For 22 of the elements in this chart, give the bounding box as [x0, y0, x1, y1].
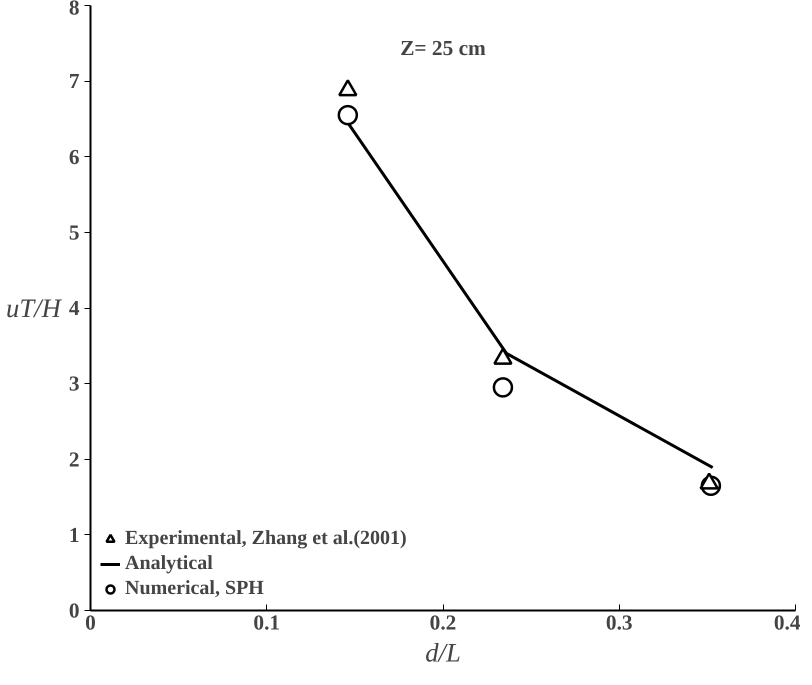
point [493, 348, 513, 365]
y-tick-label: 5 [68, 220, 80, 244]
y-tick-label: 6 [68, 144, 80, 169]
x-tick-label: 0.1 [253, 610, 280, 634]
y-tick-label: 8 [68, 0, 80, 20]
y-tick-label: 1 [68, 522, 80, 547]
y-tick-label: 4 [68, 296, 80, 320]
legend-label: Analytical [125, 552, 213, 575]
y-tick-label: 2 [68, 447, 80, 472]
x-tick-label: 0.4 [774, 610, 801, 634]
x-tick-label: 0 [85, 610, 96, 634]
point [338, 79, 358, 96]
annotation: Z= 25 cm [400, 36, 486, 60]
x-tick-label: 0.2 [430, 610, 456, 634]
x-tick-label: 0.3 [606, 610, 633, 634]
legend-label: Numerical, SPH [125, 577, 264, 600]
x-axis-title: d/L [425, 638, 461, 668]
point [492, 377, 514, 398]
y-tick-label: 7 [68, 69, 80, 94]
y-axis-title: uT/H [6, 293, 63, 323]
y-tick-label: 3 [68, 372, 80, 396]
legend-label: Experimental, Zhang et al.(2001) [125, 527, 407, 550]
